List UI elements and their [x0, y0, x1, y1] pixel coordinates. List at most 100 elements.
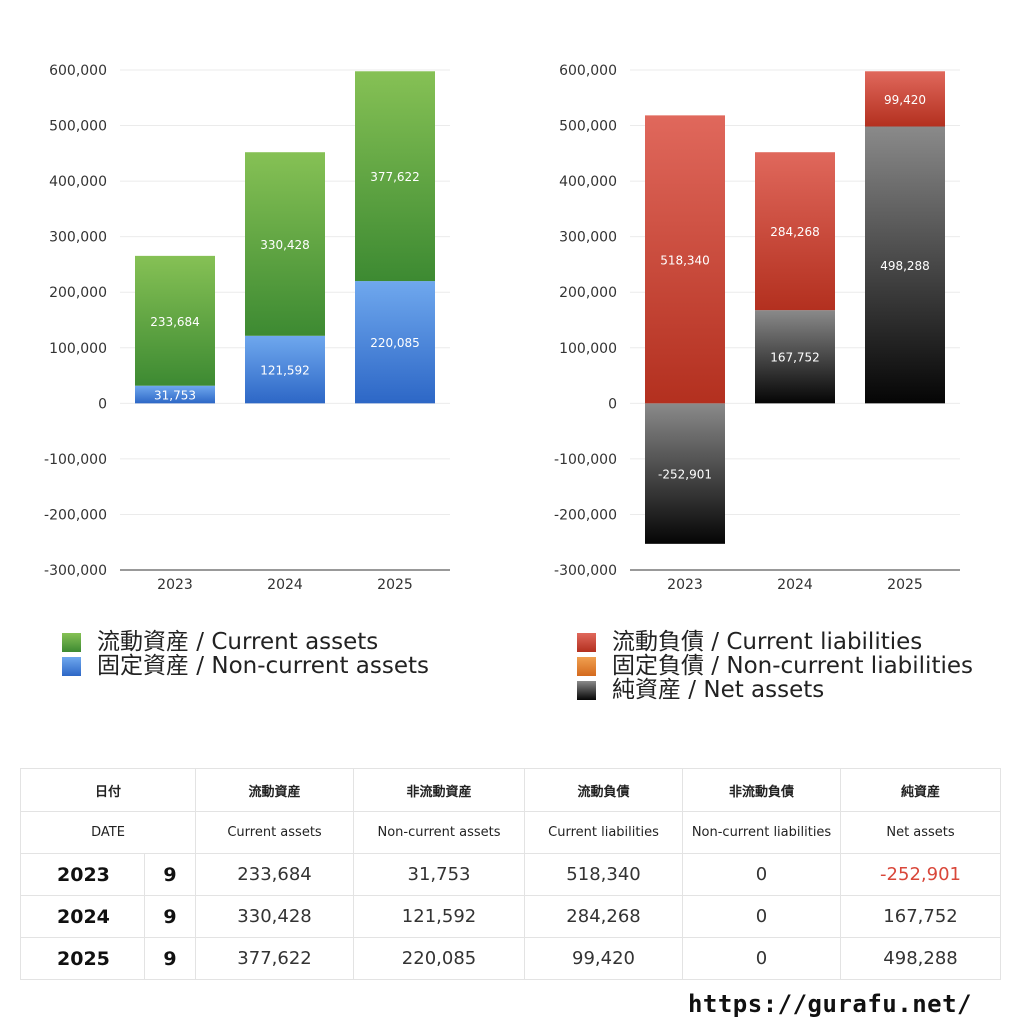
data-label: 377,622 — [370, 170, 420, 184]
liabilities-chart: 600,000 500,000 400,000 300,000 200,000 100,0… — [554, 63, 960, 593]
data-label: 518,340 — [660, 253, 710, 267]
bar-segment — [645, 403, 725, 544]
y-tick-label: -200,000 — [554, 507, 617, 523]
x-tick-label: 2023 — [157, 577, 193, 593]
legend-swatch — [577, 680, 596, 700]
data-label: 284,268 — [770, 225, 820, 239]
cell-non-current-assets: 220,085 — [353, 937, 526, 980]
data-label: 99,420 — [884, 93, 926, 107]
y-tick-label: -100,000 — [44, 452, 107, 468]
legend-item-current-liabilities: 流動負債 / Current liabilities — [577, 630, 973, 654]
y-tick-label: 0 — [98, 396, 107, 412]
row-month: 9 — [143, 853, 197, 896]
row-year: 2025 — [20, 937, 145, 980]
cell-current-assets: 233,684 — [195, 853, 355, 896]
cell-net-assets: 498,288 — [840, 937, 1002, 980]
header-non-current-assets-jp: 非流動資産 — [353, 768, 526, 812]
liabilities-legend: 流動負債 / Current liabilities 固定負債 / Non-cu… — [577, 630, 973, 702]
header-current-liabilities-en: Current liabilities — [524, 811, 684, 854]
header-non-current-liabilities-jp: 非流動負債 — [682, 768, 842, 812]
legend-item-net-assets: 純資産 / Net assets — [577, 678, 973, 702]
data-label: 121,592 — [260, 364, 310, 378]
y-tick-label: 600,000 — [559, 63, 617, 79]
y-tick-label: 100,000 — [559, 341, 617, 357]
cell-current-liabilities: 99,420 — [524, 937, 684, 980]
y-tick-label: 400,000 — [49, 174, 107, 190]
legend-swatch — [577, 656, 596, 676]
x-tick-label: 2025 — [377, 577, 413, 593]
data-label: 167,752 — [770, 351, 820, 365]
site-url[interactable]: https://gurafu.net/ — [687, 990, 972, 1018]
cell-net-assets: 167,752 — [840, 895, 1002, 938]
x-tick-label: 2023 — [667, 577, 703, 593]
y-tick-label: 500,000 — [49, 119, 107, 135]
y-tick-label: 200,000 — [559, 285, 617, 301]
bar-segment — [865, 71, 945, 127]
table-row: 2023 9 233,684 31,753 518,340 0 -252,901 — [20, 853, 1002, 896]
y-tick-label: 300,000 — [559, 230, 617, 246]
cell-current-liabilities: 284,268 — [524, 895, 684, 938]
table-header-en: DATE Current assets Non-current assets C… — [19, 811, 1002, 854]
y-tick-label: 200,000 — [49, 285, 107, 301]
y-tick-label: 300,000 — [49, 230, 107, 246]
legend-swatch — [62, 632, 81, 652]
y-tick-label: -300,000 — [44, 563, 107, 579]
row-month: 9 — [143, 895, 197, 938]
row-month: 9 — [143, 937, 197, 980]
financial-table: 日付 流動資産 非流動資産 流動負債 非流動負債 純資産 DATE Curren… — [19, 768, 1002, 980]
legend-label: 純資産 / Net assets — [612, 677, 825, 703]
data-label: 330,428 — [260, 238, 310, 252]
legend-item-current-assets: 流動資産 / Current assets — [62, 630, 429, 654]
legend-swatch — [577, 632, 596, 652]
data-label: 31,753 — [154, 389, 196, 403]
y-tick-label: 600,000 — [49, 63, 107, 79]
assets-chart: 600,000 500,000 400,000 300,000 200,000 100,0… — [44, 63, 450, 593]
data-label: 233,684 — [150, 315, 200, 329]
header-current-assets-jp: 流動資産 — [195, 768, 355, 812]
bar-segment — [355, 71, 435, 282]
legend-item-non-current-liabilities: 固定負債 / Non-current liabilities — [577, 654, 973, 678]
x-tick-label: 2024 — [777, 577, 813, 593]
x-tick-label: 2025 — [887, 577, 923, 593]
header-non-current-assets-en: Non-current assets — [353, 811, 526, 854]
cell-non-current-liabilities: 0 — [682, 853, 842, 896]
bar-segment — [645, 115, 725, 404]
bar-segment — [245, 152, 325, 336]
table-row: 2025 9 377,622 220,085 99,420 0 498,288 — [20, 937, 1002, 980]
data-label: 220,085 — [370, 336, 420, 350]
data-label: 498,288 — [880, 259, 930, 273]
assets-legend: 流動資産 / Current assets 固定資産 / Non-current… — [62, 630, 429, 678]
legend-label: 流動資産 / Current assets — [97, 629, 379, 655]
cell-non-current-assets: 31,753 — [353, 853, 526, 896]
y-tick-label: 500,000 — [559, 119, 617, 135]
y-tick-label: 100,000 — [49, 341, 107, 357]
bar-segment — [135, 255, 215, 386]
row-year: 2024 — [20, 895, 145, 938]
header-net-assets-en: Net assets — [840, 811, 1002, 854]
data-label: -252,901 — [658, 468, 712, 482]
bar-segment — [755, 152, 835, 311]
bar-segment — [135, 385, 215, 404]
row-year: 2023 — [20, 853, 145, 896]
y-tick-label: 400,000 — [559, 174, 617, 190]
cell-current-liabilities: 518,340 — [524, 853, 684, 896]
x-tick-label: 2024 — [267, 577, 303, 593]
bar-segment — [245, 335, 325, 404]
cell-non-current-assets: 121,592 — [353, 895, 526, 938]
y-tick-label: -100,000 — [554, 452, 617, 468]
header-net-assets-jp: 純資産 — [840, 768, 1002, 812]
table-row: 2024 9 330,428 121,592 284,268 0 167,752 — [20, 895, 1002, 938]
cell-non-current-liabilities: 0 — [682, 895, 842, 938]
cell-current-assets: 377,622 — [195, 937, 355, 980]
legend-label: 固定負債 / Non-current liabilities — [612, 653, 973, 679]
header-non-current-liabilities-en: Non-current liabilities — [682, 811, 842, 854]
bar-segment — [865, 126, 945, 404]
cell-non-current-liabilities: 0 — [682, 937, 842, 980]
legend-swatch — [62, 656, 81, 676]
legend-label: 固定資産 / Non-current assets — [97, 653, 430, 679]
header-date-en: DATE — [19, 811, 197, 854]
legend-label: 流動負債 / Current liabilities — [612, 629, 923, 655]
y-tick-label: -300,000 — [554, 563, 617, 579]
y-tick-label: 0 — [608, 396, 617, 412]
header-current-assets-en: Current assets — [195, 811, 355, 854]
